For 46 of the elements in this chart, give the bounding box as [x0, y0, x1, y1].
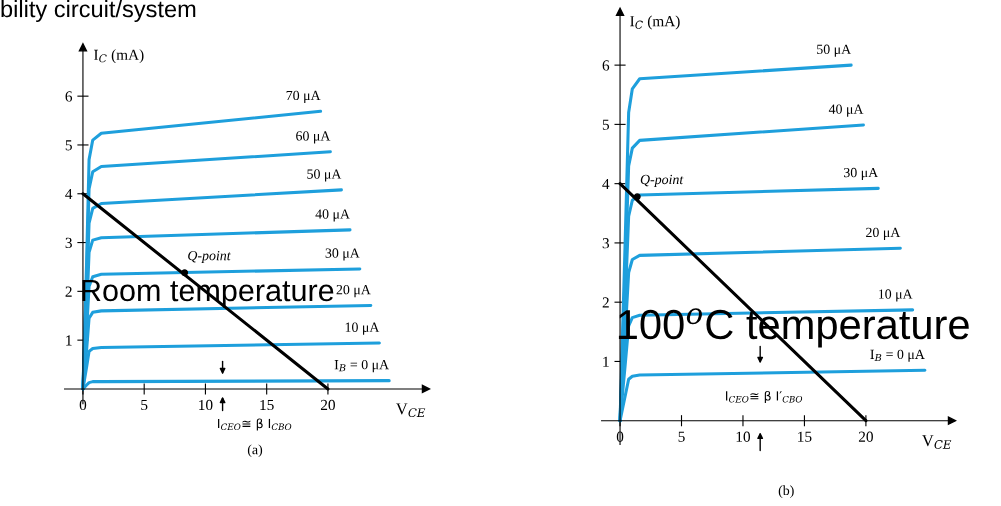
series-label: 40 μA — [828, 104, 864, 117]
series-label: 10 μA — [879, 289, 913, 302]
series-label: I$_{B}$ = 0 μA — [334, 359, 389, 373]
x-tick-label: 20 — [320, 399, 335, 411]
series-label: 30 μA — [325, 248, 360, 261]
x-tick-label: 5 — [141, 399, 148, 411]
y-axis-title: I$_{C}$ (mA) — [630, 15, 680, 30]
x-tick-label: 20 — [858, 431, 873, 442]
y-tick-label: 1 — [66, 335, 72, 346]
y-tick-label: 1 — [603, 356, 609, 367]
x-tick-label: 15 — [260, 399, 274, 411]
series-label: 10 μA — [345, 322, 380, 335]
series-label: 20 μA — [336, 284, 371, 298]
x-tick-label: 10 — [199, 399, 213, 411]
annotation: I$_{CEO}$≅ β I′$_{CBO}$ — [726, 390, 803, 404]
y-tick-label: 5 — [65, 140, 72, 151]
x-tick-label: 10 — [736, 431, 751, 442]
chart-title: bility circuit/system — [1, 0, 196, 23]
series-label: 20 μA — [866, 227, 901, 240]
y-tick-label: 4 — [602, 178, 610, 189]
x-tick-label: 0 — [79, 399, 87, 411]
series-label: 30 μA — [844, 167, 879, 181]
series-label: 60 μA — [296, 131, 331, 144]
series-label: 70 μA — [286, 90, 321, 103]
text: (b) — [778, 485, 794, 498]
series-label: 40 μA — [315, 209, 350, 222]
series-label: 50 μA — [817, 44, 852, 57]
x-axis-title: V$_{CE}$ — [395, 403, 426, 418]
annotation: Q-point — [640, 174, 684, 187]
y-tick-label: 3 — [602, 238, 610, 249]
y-tick-label: 2 — [65, 286, 72, 297]
text: I$_{CEO}$≅ β I$_{CBO}$ — [218, 418, 292, 431]
y-tick-label: 4 — [65, 189, 73, 200]
y-tick-label: 6 — [65, 91, 73, 102]
x-tick-label: 15 — [798, 431, 812, 442]
series-label: 50 μA — [307, 169, 342, 182]
text: (a) — [247, 444, 263, 458]
annotation: Q-point — [188, 250, 231, 264]
y-tick-label: 6 — [602, 60, 610, 71]
x-axis-title: V$_{CE}$ — [921, 435, 952, 449]
x-tick-label: 5 — [678, 431, 685, 442]
series-label: I$_{B}$ = 0 μA — [870, 349, 925, 362]
y-axis-title: I$_{C}$ (mA) — [94, 49, 144, 64]
y-tick-label: 2 — [602, 297, 609, 308]
y-tick-label: 3 — [65, 237, 72, 248]
y-tick-label: 5 — [602, 119, 610, 130]
